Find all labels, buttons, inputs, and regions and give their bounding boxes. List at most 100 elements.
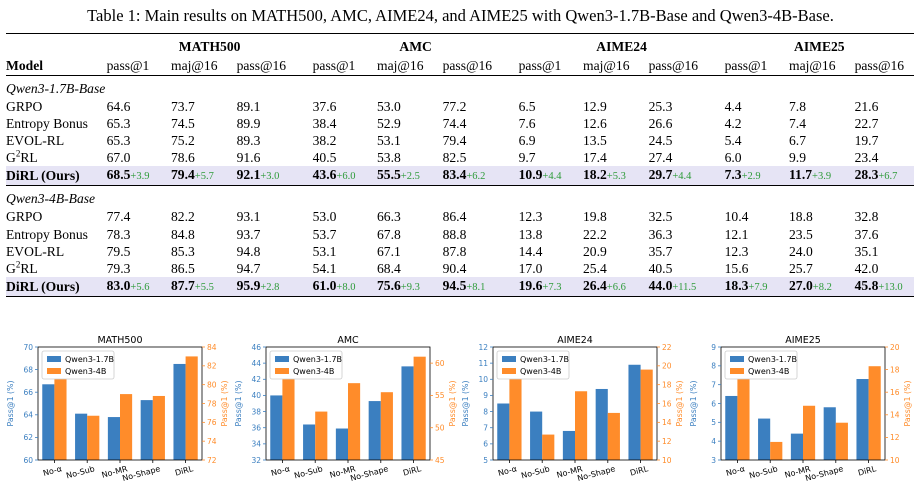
x-tick-label: No-Sub (748, 464, 778, 480)
table-cell: 29.7+4.4 (648, 166, 725, 186)
table-cell: 78.6 (171, 150, 195, 166)
y-tick-label-left: 36 (251, 424, 261, 433)
bar (562, 430, 575, 460)
table-cell: 89.3 (236, 133, 261, 149)
table-cell: 95.9+2.8 (236, 276, 313, 297)
gain-label: +5.5 (194, 281, 214, 293)
gain-label: +6.0 (336, 171, 356, 183)
table-cell: 19.6+7.3 (518, 276, 583, 297)
table-cell: 24.5 (648, 133, 673, 149)
cell-value: 45.8 (854, 277, 879, 293)
bar (628, 364, 641, 460)
table-cell: 82.2 (171, 209, 195, 225)
y-tick-label-right: 80 (207, 380, 217, 389)
y-tick-label-left: 11 (478, 359, 488, 368)
x-tick-label: No-Shape (804, 464, 844, 483)
chart-title: AIME24 (557, 335, 593, 346)
x-tick-label: No-Shape (349, 464, 389, 483)
table-cell: 13.8 (518, 226, 543, 242)
y-tick-label-left: 32 (251, 456, 261, 465)
chart-amc: AMC 32 34 36 38 40 42 44 46 45 50 55 60 Pass@1 (%) Pas… (234, 333, 461, 499)
bar (120, 394, 133, 460)
table-cell: 79.5 (106, 243, 131, 259)
y-tick-label-right: 16 (890, 388, 900, 397)
legend-swatch (275, 368, 289, 374)
metric-header: pass@16 (854, 55, 914, 76)
y-axis-label-left: Pass@1 (%) (6, 381, 15, 427)
legend-label: Qwen3-1.7B (520, 355, 569, 364)
y-axis-label-right: Pass@1 (%) (675, 381, 684, 427)
y-tick-label-left: 60 (23, 456, 33, 465)
table-cell: 35.7 (648, 243, 673, 259)
table-cell: 18.8 (789, 209, 813, 225)
legend-swatch (730, 356, 744, 362)
table-cell: 91.6 (236, 150, 261, 166)
table-cell: 53.0 (312, 209, 337, 225)
table-cell: 93.7 (236, 226, 261, 242)
table-cell: 79.4 (442, 133, 467, 149)
y-tick-label-right: 18 (890, 365, 900, 374)
bar (737, 374, 750, 460)
table-cell: 25.4 (583, 260, 607, 276)
table-cell: 40.5 (312, 150, 337, 166)
gain-label: +5.6 (130, 281, 150, 293)
legend-label: Qwen3-1.7B (748, 355, 797, 364)
table-cell: 53.1 (312, 243, 337, 259)
table-cell: 27.4 (648, 150, 673, 166)
table-cell: 15.6 (724, 260, 749, 276)
bar (803, 405, 816, 460)
y-tick-label-left: 3 (711, 456, 716, 465)
bar (725, 395, 738, 460)
y-tick-label-right: 10 (662, 456, 672, 465)
table-cell: 4.2 (724, 116, 742, 132)
legend-label: Qwen3-4B (293, 367, 334, 376)
y-tick-label-right: 55 (435, 391, 445, 400)
cell-value: 61.0 (312, 277, 337, 293)
y-tick-label-right: 14 (662, 418, 672, 427)
x-tick-label: No-α (497, 464, 518, 478)
y-tick-label-left: 4 (711, 437, 716, 446)
y-axis-label-right: Pass@1 (%) (220, 381, 229, 427)
gain-label: +4.4 (542, 171, 562, 183)
table-cell: 20.9 (583, 243, 607, 259)
gain-label: +6.2 (466, 171, 486, 183)
table-cell: 77.4 (106, 209, 131, 225)
bar (856, 379, 869, 460)
y-tick-label-left: 9 (483, 391, 488, 400)
table-cell: 36.3 (648, 226, 673, 242)
gain-label: +2.5 (400, 171, 420, 183)
y-tick-label-left: 46 (251, 343, 261, 352)
chart-title: AMC (337, 335, 359, 346)
bar (348, 383, 361, 460)
bar (303, 424, 316, 460)
table-cell: 86.5 (171, 260, 195, 276)
table-cell: 13.5 (583, 133, 607, 149)
table-cell: 89.1 (236, 99, 261, 115)
table-row: EVOL-RL 79.5 85.3 94.8 53.1 67.1 87.8 14.4 20.9 3… (6, 243, 914, 260)
cell-value: 43.6 (312, 167, 337, 183)
table-cell: 82.5 (442, 150, 467, 166)
table-cell: 14.4 (518, 243, 543, 259)
table-cell: 23.4 (854, 150, 879, 166)
model-name: GRPO (6, 209, 43, 225)
cell-value: 55.5 (377, 167, 401, 183)
cell-value: 7.3 (724, 167, 742, 183)
cell-value: 11.7 (789, 167, 813, 183)
table-cell: 45.8+13.0 (854, 276, 914, 297)
y-tick-label-right: 74 (207, 437, 217, 446)
table-cell: 53.7 (312, 226, 337, 242)
table-cell: 83.0+5.6 (106, 276, 171, 297)
chart-aime25: AIME25 3 4 5 6 7 8 9 10 12 14 16 18 20 Pass@1 (%) Pass@… (689, 333, 916, 499)
table-cell: 66.3 (377, 209, 401, 225)
x-tick-label: No-α (42, 464, 63, 478)
table-cell: 42.0 (854, 260, 879, 276)
model-name: G2RL (6, 260, 107, 277)
table-row: Entropy Bonus 65.3 74.5 89.9 38.4 52.9 74.4 7.6… (6, 115, 914, 132)
bar (87, 415, 100, 460)
bar (140, 400, 153, 460)
table-cell: 94.7 (236, 260, 261, 276)
y-tick-label-right: 16 (662, 399, 672, 408)
bar (509, 379, 522, 460)
table-cell: 22.7 (854, 116, 879, 132)
y-tick-label-right: 20 (890, 343, 900, 352)
